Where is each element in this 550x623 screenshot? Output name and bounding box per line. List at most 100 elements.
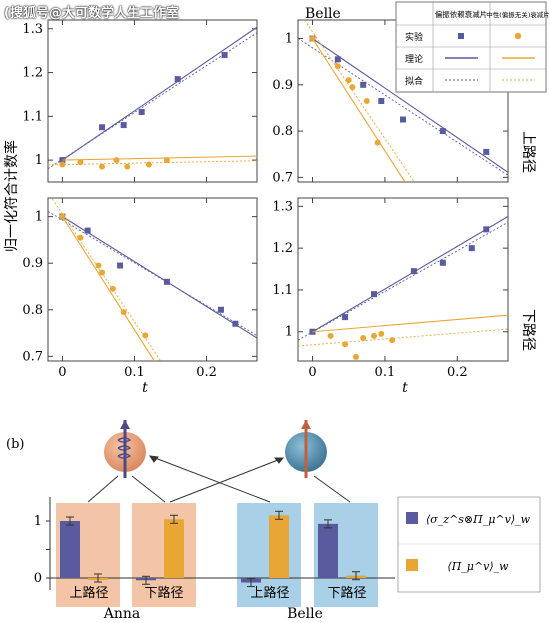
legend-row-fit: 拟合 [405,75,423,87]
y-tick-label: 1 [35,210,43,225]
theory-line [312,38,406,182]
col-title-belle: Belle [305,6,341,22]
fit-line [298,328,508,347]
legend-row-theory: 理论 [405,53,423,65]
data-point-circle [345,77,352,84]
panel-b-label: (b) [6,437,24,452]
legend-b: ⟨σ_z^s⊗Π_μ^v⟩_w ⟨Π_μ^v⟩_w [397,496,541,593]
group-label-anna: Anna [103,606,141,622]
data-point-circle [309,35,316,42]
fit-line [48,211,257,336]
data-point-circle [120,309,127,316]
x-tick-label: 0.2 [196,365,217,380]
data-point-square [174,76,181,83]
legend-a: 偏振依赖衰减片 中性(偏振无关)衰减片 实验 理论 拟合 [395,1,550,93]
data-point-square [217,306,224,313]
group-label-belle: Belle [287,606,323,622]
data-point-circle [389,337,396,344]
theory-line [62,155,257,161]
y-tick-label: 1 [285,32,293,47]
plot-frame [47,19,258,183]
plot-area [298,215,508,360]
data-point-circle [371,332,378,339]
legend-b-swatch-blue [406,512,418,524]
plot-frame [297,197,509,362]
fit-line [51,198,162,361]
y-tick-label: 1 [285,325,293,340]
y-tick-label: 0.7 [22,349,43,364]
path-label-anna-upper: 上路径 [69,585,108,601]
bar-y-tick-label: 0 [34,571,42,586]
legend-row-exp: 实验 [405,31,423,43]
data-point-square [410,268,417,275]
data-point-circle [77,234,84,241]
data-point-circle [124,163,131,170]
path-label-belle-upper: 上路径 [250,585,289,601]
theory-line [312,38,508,173]
bar-chart: 01 [34,497,395,590]
theory-line [61,216,155,361]
fit-line [48,160,257,166]
x-tick-label: 0 [308,365,316,380]
y-tick-label: 1.2 [272,241,293,256]
data-point-circle [334,63,341,70]
plot-top-right: 0.7 0.8 0.9 1 [272,19,509,185]
bar [164,519,184,578]
y-tick-label: 1.1 [22,109,43,124]
y-tick-label: 1 [35,153,43,168]
data-point-square [439,128,446,135]
data-point-square [468,245,475,252]
row-title-upper: 上路径 [520,131,536,173]
bar-y-tick-label: 1 [34,514,42,529]
data-point-circle [95,262,102,269]
data-point-square [120,122,127,129]
legend-b-entry-2: ⟨Π_μ^v⟩_w [447,560,509,573]
data-point-square [439,259,446,266]
theory-line [312,215,508,333]
data-point-circle [109,285,116,292]
y-tick-label: 1.3 [272,199,293,214]
x-tick-label: 0 [58,365,66,380]
data-point-square [138,108,145,115]
plot-bottom-left: 0.7 0.8 0.9 1 0 0.1 0.2 [22,197,258,380]
connector-arrows [87,455,351,503]
x-tick-label: 0.1 [375,365,396,380]
data-point-circle [99,163,106,170]
sphere-anna [104,420,146,478]
data-point-square [483,148,490,155]
plot-area [48,198,257,361]
x-tick-label: 0.1 [124,365,145,380]
legend-col-header-neutral: 中性(偏振无关)衰减片 [486,10,550,19]
legend-b-entry-1: ⟨σ_z^s⊗Π_μ^v⟩_w [426,513,531,526]
data-point-circle [360,335,367,342]
x-axis-label-left: t [142,380,148,396]
data-point-square [117,262,124,269]
plot-bottom-right: 1 1.1 1.2 1.3 0 0.1 0.2 [272,197,509,380]
y-tick-label: 0.8 [272,124,293,139]
y-tick-label: 1.3 [22,22,43,37]
data-point-square [342,314,349,321]
data-point-circle [77,159,84,166]
data-point-square [360,81,367,88]
plot-area [298,20,508,182]
y-tick-label: 0.9 [22,256,43,271]
data-point-circle [378,330,385,337]
fit-line [48,32,257,170]
data-point-square [59,157,66,164]
sphere-belle [285,420,327,478]
bar [318,523,338,578]
y-axis-label: 归一化符合计数率 [3,140,20,252]
data-point-circle [142,332,149,339]
data-point-circle [59,161,66,168]
y-tick-label: 0.7 [272,170,293,185]
data-point-square [84,227,91,234]
data-point-square [371,291,378,298]
data-point-circle [349,84,356,91]
plot-frame [47,197,258,362]
plot-top-left: 1 1.1 1.2 1.3 [22,19,258,183]
data-point-square [221,52,228,59]
x-tick-label: 0.2 [447,365,468,380]
data-point-square [483,226,490,233]
legend-b-swatch-orange [406,559,418,571]
path-label-anna-lower: 下路径 [144,585,183,601]
